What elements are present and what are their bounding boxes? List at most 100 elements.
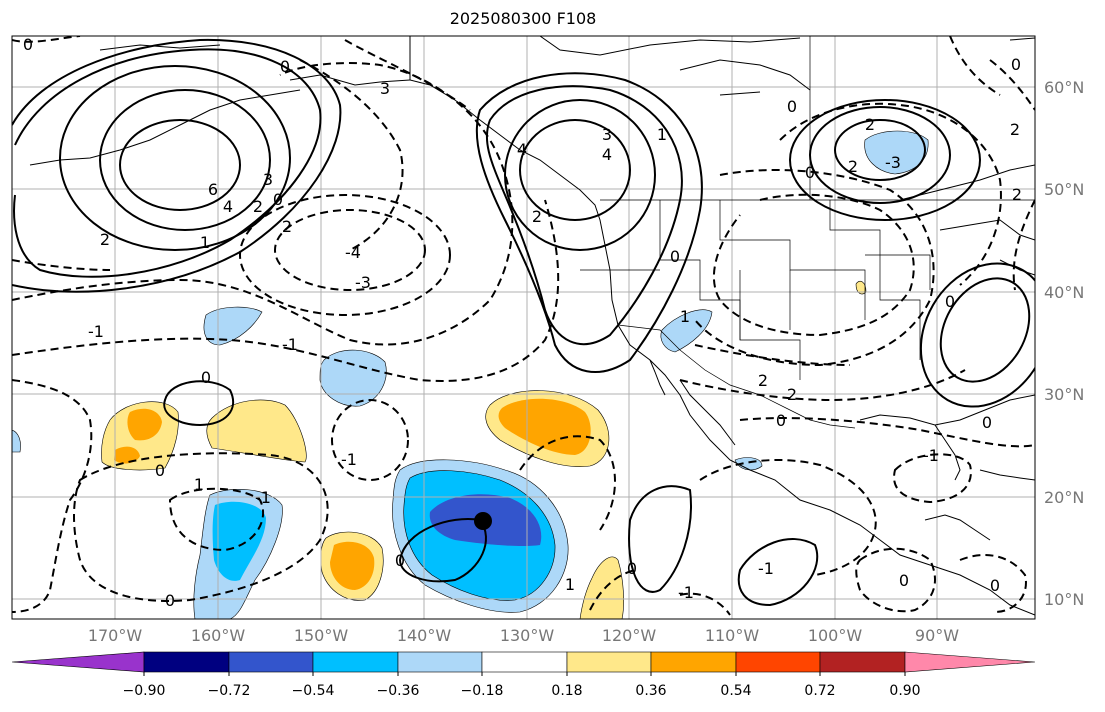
colorbar-segment	[228, 651, 314, 673]
contour-label: 0	[280, 57, 290, 76]
contour-label: 0	[165, 591, 175, 610]
contour-label: 0	[805, 163, 815, 182]
lon-label: 140°W	[396, 626, 452, 645]
contour-label: 2	[787, 385, 797, 404]
lon-label: 120°W	[601, 626, 657, 645]
lon-label: 160°W	[190, 626, 246, 645]
colorbar-tick-label: 0.90	[889, 683, 921, 699]
contour-label: 0	[670, 247, 680, 266]
graticule	[12, 36, 1035, 619]
contour-label: 0	[201, 368, 211, 387]
contours-positive	[12, 38, 1035, 607]
contour-label: 1	[680, 307, 690, 326]
contour-label: 0	[155, 461, 165, 480]
contour-label: -1	[923, 446, 939, 465]
lat-label: 10°N	[1044, 590, 1085, 609]
contour-label: 4	[223, 197, 233, 216]
lat-label: 40°N	[1044, 283, 1085, 302]
contour-label: 1	[657, 125, 667, 144]
contour-label: 0	[23, 35, 33, 54]
colorbar-tick-label: 0.36	[635, 683, 667, 699]
contour-label: 3	[602, 125, 612, 144]
lat-label: 60°N	[1044, 78, 1085, 97]
contour-label: 2	[1012, 185, 1022, 204]
colorbar-segment	[143, 651, 230, 673]
map-plot-area	[12, 36, 1035, 619]
map-title: 2025080300 F108	[449, 9, 597, 28]
lat-label: 30°N	[1044, 385, 1085, 404]
contour-label: 0	[1011, 55, 1021, 74]
lon-label: 90°W	[914, 626, 960, 645]
colorbar-extend-low	[11, 651, 145, 673]
colorbar-segment	[566, 651, 652, 673]
contour-label: 6	[208, 180, 218, 199]
contours-negative	[12, 36, 1035, 616]
lon-label: 110°W	[704, 626, 760, 645]
contour-label: 0	[776, 411, 786, 430]
contour-label: 0	[627, 559, 637, 578]
contour-label: -3	[885, 153, 901, 172]
contour-label: 3	[380, 79, 390, 98]
fill-negative-weak	[660, 309, 713, 353]
colorbar-tick-label: −0.36	[376, 683, 420, 699]
cyclone-marker-icon	[474, 512, 492, 530]
fill-positive-strong	[114, 446, 140, 464]
contour-label: 0	[273, 190, 283, 209]
fill-positive-strong	[498, 398, 591, 455]
contour-label: 0	[787, 97, 797, 116]
contour-label: -4	[345, 243, 361, 262]
colorbar	[11, 651, 1036, 676]
fill-positive-strong	[127, 408, 162, 441]
lon-label: 130°W	[499, 626, 555, 645]
contour-label: 4	[602, 145, 612, 164]
contour-label: -1	[88, 322, 104, 341]
contour-label: 1	[565, 575, 575, 594]
contour-label: 3	[263, 170, 273, 189]
contour-label: 2	[848, 157, 858, 176]
contour-label: 2	[100, 230, 110, 249]
contour-labels: 0 2 4 6 3 2 0 1 2 3 0 3 4 1 4 2 0 0 2 2 …	[23, 35, 1022, 610]
colorbar-tick-label: 0.18	[551, 683, 583, 699]
colorbar-extend-high	[904, 651, 1036, 673]
lat-label: 50°N	[1044, 180, 1085, 199]
coastlines	[29, 36, 1035, 616]
contour-label: -1	[255, 488, 271, 507]
contour-label: 0	[990, 576, 1000, 595]
contour-label: 2	[865, 115, 875, 134]
fill-negative-weak	[12, 429, 21, 453]
contour-label: 1	[194, 475, 204, 494]
fill-negative-weak	[319, 349, 387, 407]
contour-label: 0	[395, 551, 405, 570]
fill-positive	[579, 556, 624, 619]
political-borders	[580, 36, 1035, 429]
lon-label: 170°W	[87, 626, 143, 645]
contour-label: 1	[200, 233, 210, 252]
colorbar-segment	[650, 651, 737, 673]
colorbar-tick-label: −0.54	[291, 683, 335, 699]
contour-label: 2	[1010, 120, 1020, 139]
anomaly-shading	[12, 130, 929, 619]
colorbar-tick-label: 0.72	[804, 683, 836, 699]
colorbar-segment	[735, 651, 821, 673]
colorbar-tick-label: 0.54	[720, 683, 752, 699]
contour-label: 2	[532, 207, 542, 226]
colorbar-segment	[397, 651, 483, 673]
contour-label: 2	[758, 371, 768, 390]
colorbar-segment	[819, 651, 906, 673]
colorbar-tick-label: −0.72	[207, 683, 251, 699]
lon-label: 150°W	[293, 626, 349, 645]
contour-label: 4	[517, 140, 527, 159]
fill-positive-strong	[330, 541, 375, 590]
colorbar-tick-label: −0.18	[460, 683, 504, 699]
colorbar-segment	[312, 651, 399, 673]
contour-label: 2	[253, 197, 263, 216]
contour-label: 2	[282, 217, 292, 236]
contour-label: 0	[945, 292, 955, 311]
lon-label: 100°W	[807, 626, 863, 645]
colorbar-segment	[481, 651, 568, 673]
contour-label: -1	[341, 450, 357, 469]
contour-label: -1	[678, 583, 694, 602]
contour-label: 0	[899, 571, 909, 590]
contour-label: 0	[982, 413, 992, 432]
